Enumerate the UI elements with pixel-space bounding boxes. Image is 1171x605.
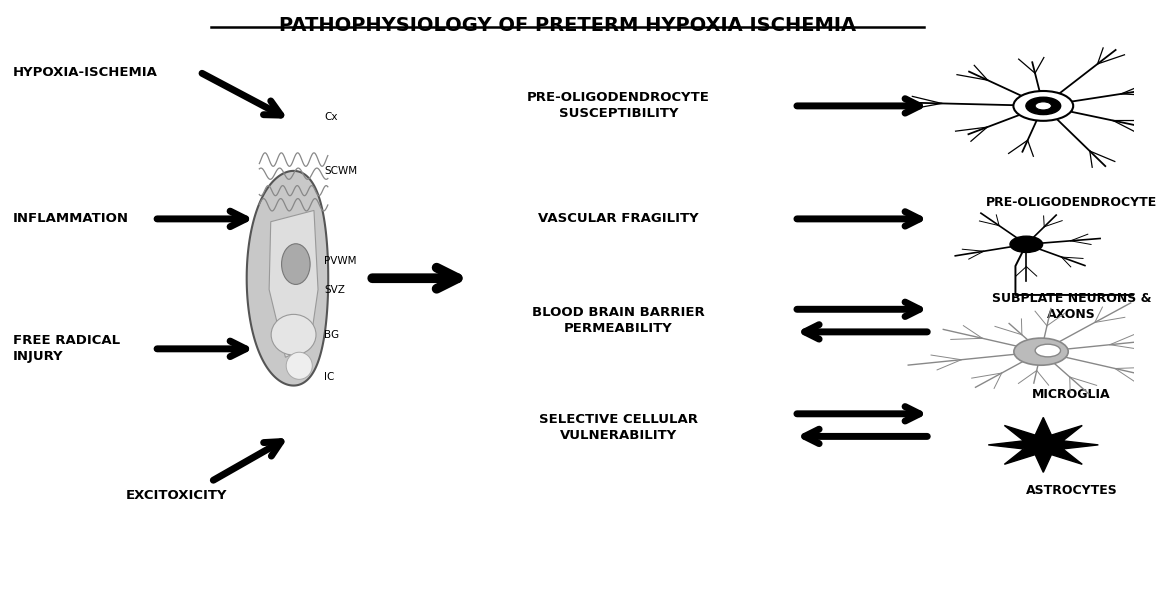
Text: VASCULAR FRAGILITY: VASCULAR FRAGILITY xyxy=(539,212,699,226)
Text: ASTROCYTES: ASTROCYTES xyxy=(1026,485,1117,497)
Text: EXCITOXICITY: EXCITOXICITY xyxy=(126,489,227,502)
Text: SCWM: SCWM xyxy=(324,166,357,176)
Text: INFLAMMATION: INFLAMMATION xyxy=(13,212,129,226)
Circle shape xyxy=(1011,236,1042,252)
Text: PRE-OLIGODENDROCYTE: PRE-OLIGODENDROCYTE xyxy=(986,196,1157,209)
Text: PRE-OLIGODENDROCYTE
SUSCEPTIBILITY: PRE-OLIGODENDROCYTE SUSCEPTIBILITY xyxy=(527,91,710,120)
Text: HYPOXIA-ISCHEMIA: HYPOXIA-ISCHEMIA xyxy=(13,65,158,79)
Ellipse shape xyxy=(281,244,310,284)
Text: IC: IC xyxy=(324,372,335,382)
Circle shape xyxy=(1014,338,1068,365)
Text: PVWM: PVWM xyxy=(324,257,357,266)
Polygon shape xyxy=(988,417,1098,473)
Ellipse shape xyxy=(286,352,313,379)
Circle shape xyxy=(1013,91,1073,121)
Polygon shape xyxy=(247,171,328,385)
Circle shape xyxy=(1035,344,1061,357)
Circle shape xyxy=(1026,97,1061,114)
Text: SUBPLATE NEURONS &
AXONS: SUBPLATE NEURONS & AXONS xyxy=(992,292,1151,321)
Circle shape xyxy=(1028,437,1059,453)
Ellipse shape xyxy=(272,315,316,355)
Circle shape xyxy=(1035,102,1052,110)
Polygon shape xyxy=(269,211,319,358)
Text: BLOOD BRAIN BARRIER
PERMEABILITY: BLOOD BRAIN BARRIER PERMEABILITY xyxy=(533,306,705,335)
Text: Cx: Cx xyxy=(324,112,337,122)
Text: SVZ: SVZ xyxy=(324,284,345,295)
Text: MICROGLIA: MICROGLIA xyxy=(1033,388,1111,401)
Text: BG: BG xyxy=(324,330,340,340)
Text: FREE RADICAL
INJURY: FREE RADICAL INJURY xyxy=(13,335,119,364)
Text: SELECTIVE CELLULAR
VULNERABILITY: SELECTIVE CELLULAR VULNERABILITY xyxy=(539,413,698,442)
Text: PATHOPHYSIOLOGY OF PRETERM HYPOXIA ISCHEMIA: PATHOPHYSIOLOGY OF PRETERM HYPOXIA ISCHE… xyxy=(279,16,856,34)
